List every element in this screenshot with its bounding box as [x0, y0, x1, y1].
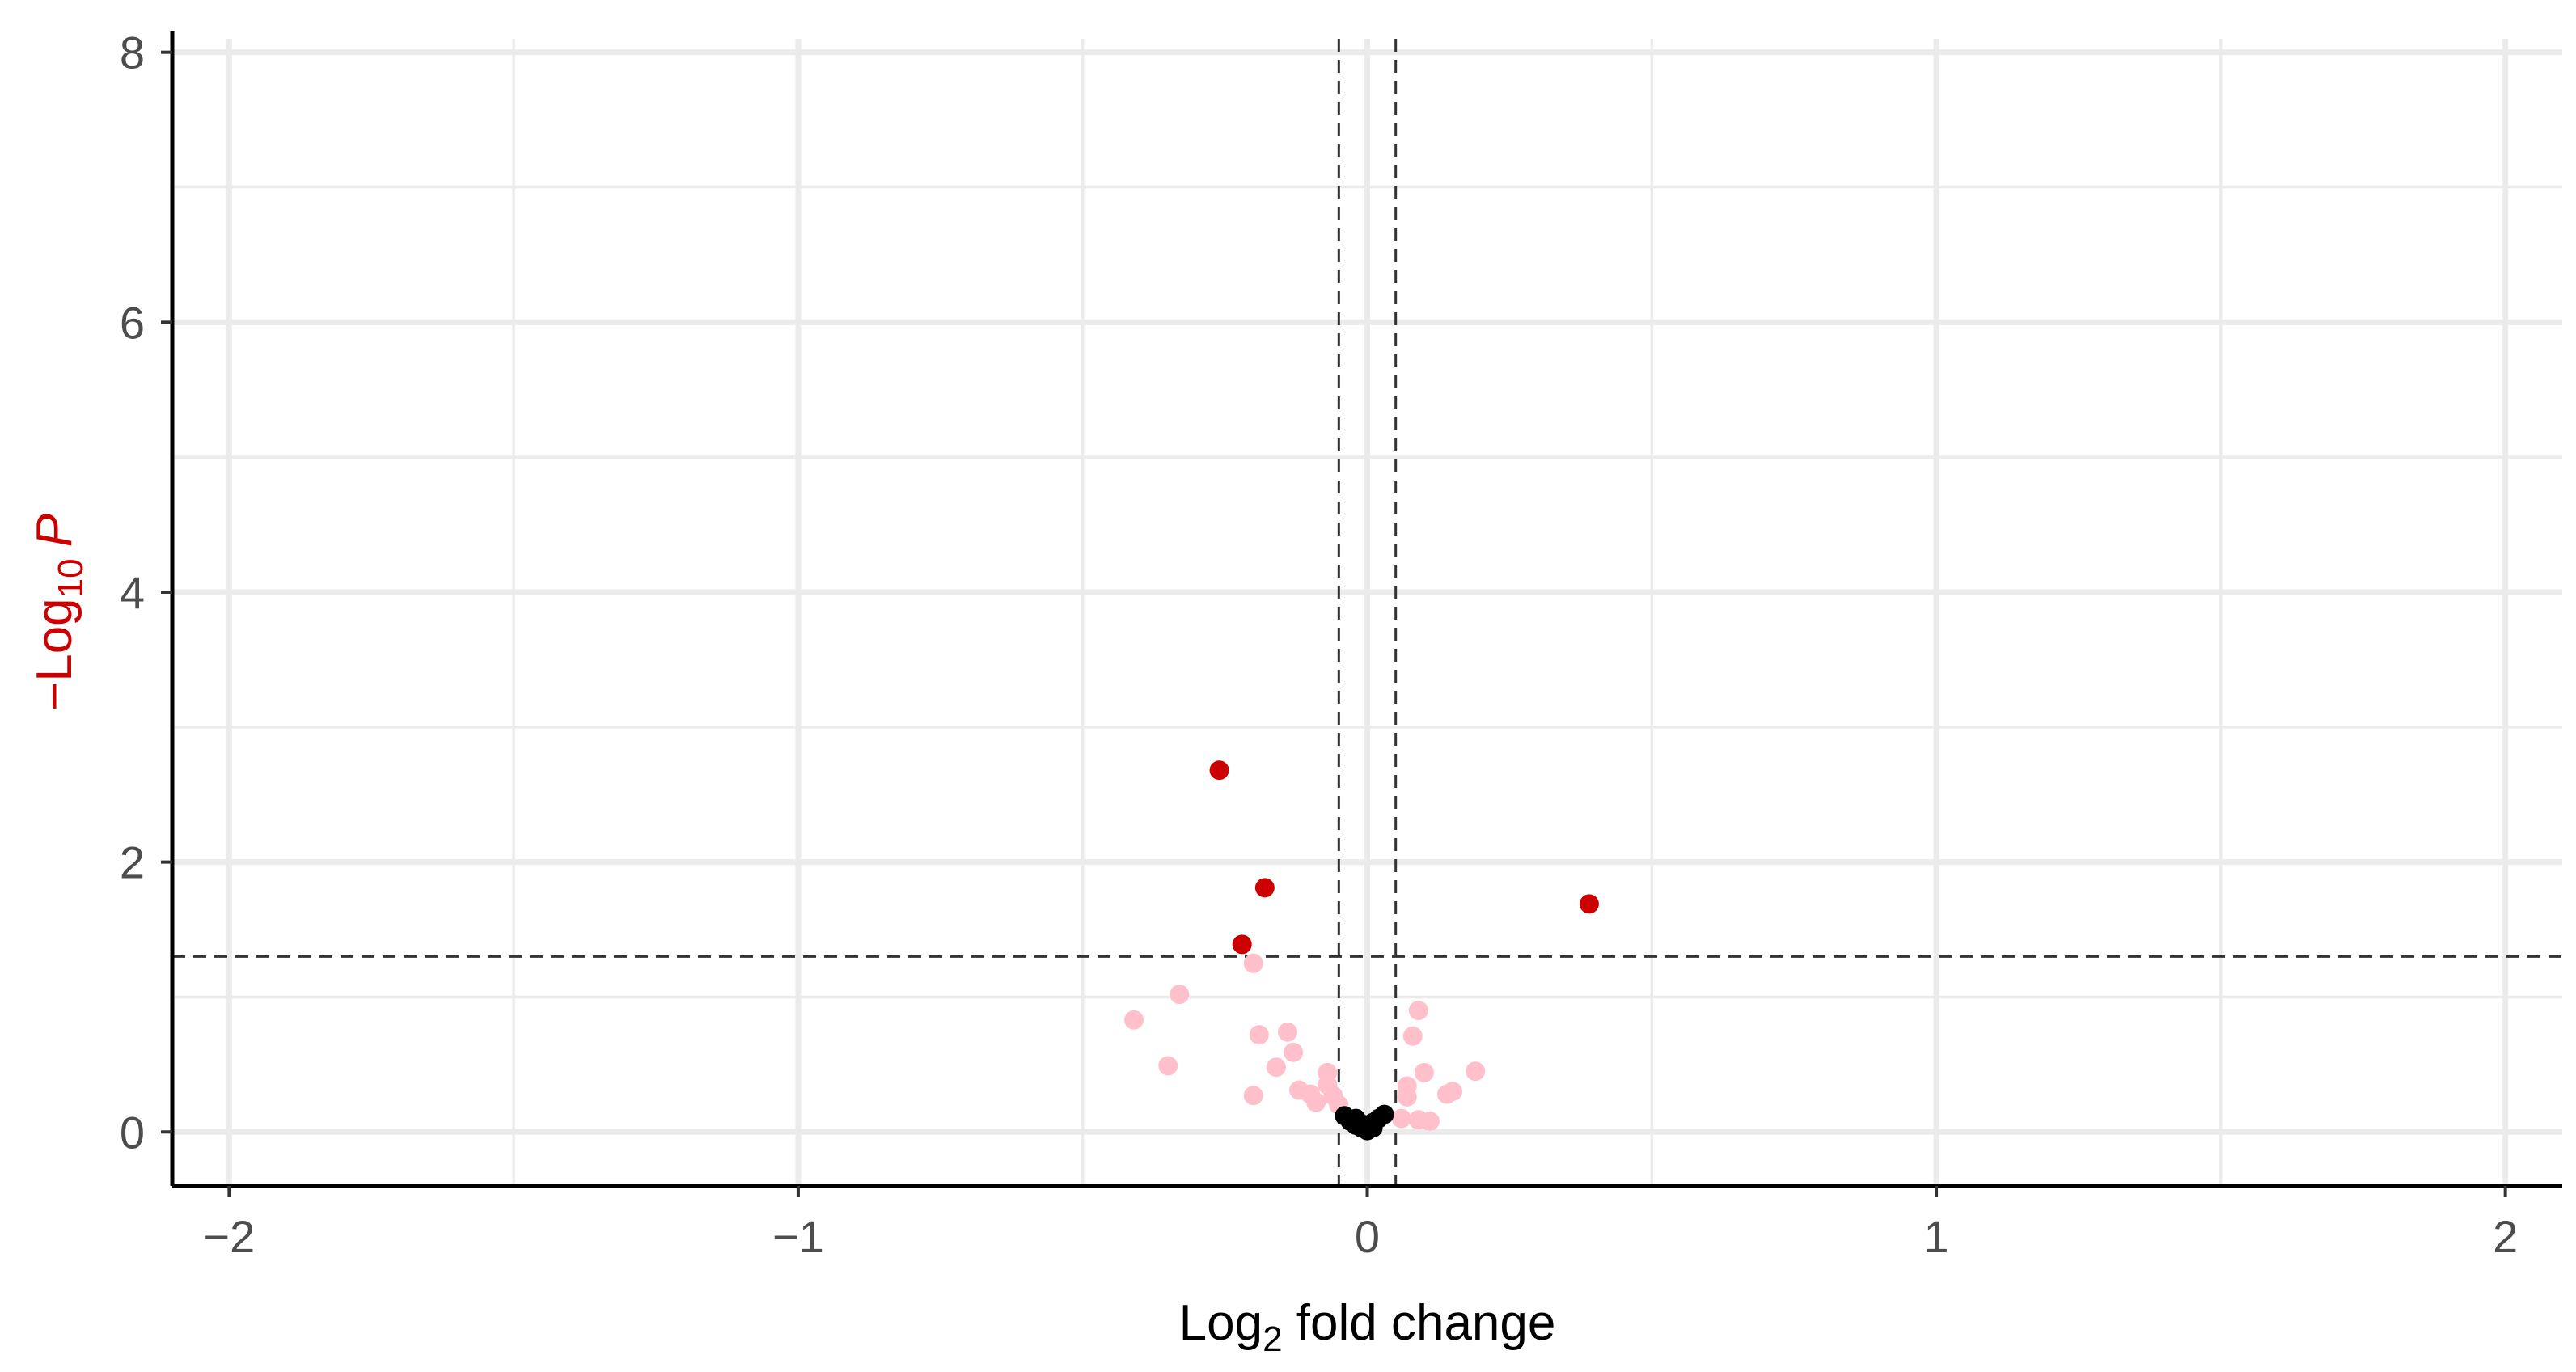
- data-point: [1374, 1104, 1394, 1124]
- data-point: [1284, 1042, 1304, 1062]
- cutoff-lines: [172, 39, 2562, 1186]
- data-point: [1243, 1086, 1263, 1106]
- x-tick-label: 0: [1355, 1211, 1380, 1262]
- data-point: [1124, 1010, 1144, 1030]
- x-axis-title-subscript: 2: [1263, 1319, 1282, 1359]
- data-point: [1243, 953, 1263, 973]
- data-point: [1351, 1114, 1372, 1134]
- y-axis-title-italic: P: [27, 514, 82, 547]
- data-point: [1170, 985, 1190, 1005]
- data-point: [1402, 1026, 1423, 1046]
- data-point: [1249, 1025, 1269, 1045]
- data-point: [1391, 1108, 1411, 1129]
- data-point: [1579, 894, 1599, 914]
- data-point: [1397, 1086, 1417, 1107]
- y-axis-title-prefix: −Log: [27, 598, 82, 711]
- x-axis-title-rest: fold change: [1283, 1295, 1556, 1351]
- data-point: [1278, 1022, 1297, 1042]
- data-point: [1306, 1092, 1326, 1112]
- data-point: [1232, 934, 1252, 955]
- y-axis-title-subscript: 10: [51, 558, 91, 598]
- data-point: [1466, 1061, 1486, 1082]
- x-tick-label: −2: [203, 1211, 255, 1262]
- y-tick-label: 6: [120, 297, 145, 348]
- y-tick-label: 4: [120, 567, 145, 618]
- data-point: [1414, 1062, 1434, 1082]
- data-point: [1158, 1056, 1178, 1076]
- data-point: [1419, 1111, 1440, 1131]
- y-axis-title: −Log10 P: [27, 514, 91, 711]
- data-point: [1266, 1057, 1286, 1078]
- data-points: [1124, 760, 1599, 1141]
- x-axis-title-base: Log: [1179, 1295, 1263, 1351]
- axes: −2 −1 0 1 2 0 2 4 6 8: [120, 28, 2562, 1262]
- data-point: [1437, 1084, 1457, 1104]
- data-point: [1209, 760, 1229, 781]
- x-tick-label: 2: [2493, 1211, 2518, 1262]
- y-tick-label: 2: [120, 837, 145, 888]
- data-point: [1254, 878, 1275, 898]
- x-tick-label: −1: [772, 1211, 824, 1262]
- x-axis-title: Log2 fold change: [1179, 1295, 1556, 1359]
- x-tick-label: 1: [1923, 1211, 1948, 1262]
- y-tick-label: 8: [120, 28, 145, 78]
- data-point: [1408, 1001, 1428, 1021]
- grid: [172, 39, 2562, 1186]
- y-tick-label: 0: [120, 1107, 145, 1158]
